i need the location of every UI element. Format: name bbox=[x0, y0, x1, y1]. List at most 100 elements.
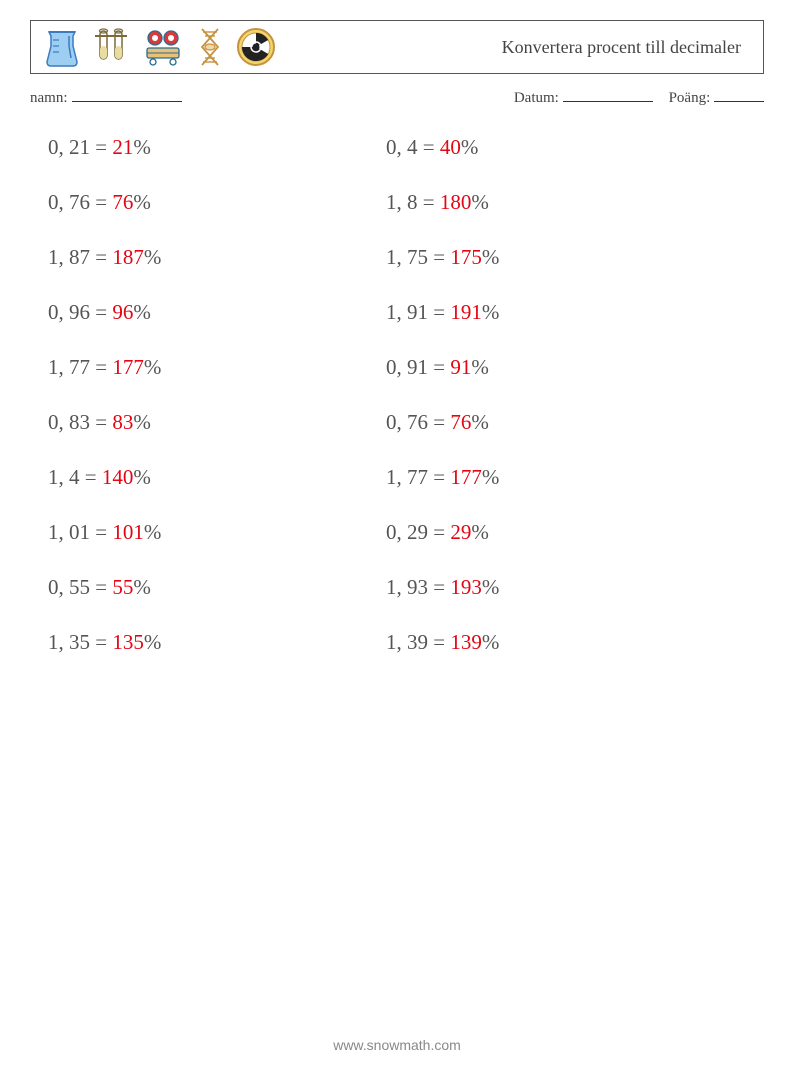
answer-value: 177 bbox=[112, 355, 144, 379]
equals-sign: = bbox=[90, 300, 112, 324]
date-label: Datum: bbox=[514, 90, 559, 106]
answer-value: 180 bbox=[440, 190, 472, 214]
percent-sign: % bbox=[482, 575, 500, 599]
equals-sign: = bbox=[428, 465, 450, 489]
percent-sign: % bbox=[461, 135, 479, 159]
decimal-value: 1, 75 bbox=[386, 245, 428, 269]
percent-sign: % bbox=[133, 300, 151, 324]
equals-sign: = bbox=[428, 575, 450, 599]
score-group: Poäng: bbox=[669, 88, 764, 107]
equals-sign: = bbox=[418, 135, 440, 159]
percent-sign: % bbox=[471, 520, 489, 544]
worksheet-title: Konvertera procent till decimaler bbox=[502, 37, 751, 58]
decimal-value: 0, 96 bbox=[48, 300, 90, 324]
problem-left: 1, 4 = 140% bbox=[48, 465, 386, 490]
answer-value: 21 bbox=[112, 135, 133, 159]
answer-value: 96 bbox=[112, 300, 133, 324]
problem-right: 1, 93 = 193% bbox=[386, 575, 764, 600]
equals-sign: = bbox=[90, 190, 112, 214]
decimal-value: 1, 35 bbox=[48, 630, 90, 654]
date-score-group: Datum: Poäng: bbox=[514, 88, 764, 107]
answer-value: 177 bbox=[450, 465, 482, 489]
answer-value: 91 bbox=[450, 355, 471, 379]
answer-value: 29 bbox=[450, 520, 471, 544]
percent-sign: % bbox=[471, 410, 489, 434]
date-group: Datum: bbox=[514, 88, 653, 107]
percent-sign: % bbox=[144, 630, 162, 654]
problem-right: 1, 91 = 191% bbox=[386, 300, 764, 325]
decimal-value: 1, 77 bbox=[48, 355, 90, 379]
problem-left: 1, 77 = 177% bbox=[48, 355, 386, 380]
percent-sign: % bbox=[482, 465, 500, 489]
name-label: namn: bbox=[30, 90, 68, 107]
decimal-value: 1, 93 bbox=[386, 575, 428, 599]
equals-sign: = bbox=[90, 575, 112, 599]
equals-sign: = bbox=[428, 300, 450, 324]
score-label: Poäng: bbox=[669, 90, 711, 106]
percent-sign: % bbox=[133, 410, 151, 434]
equals-sign: = bbox=[90, 135, 112, 159]
equals-sign: = bbox=[428, 245, 450, 269]
problems-grid: 0, 21 = 21%0, 4 = 40%0, 76 = 76%1, 8 = 1… bbox=[48, 135, 764, 655]
radiation-icon bbox=[235, 26, 277, 68]
decimal-value: 1, 01 bbox=[48, 520, 90, 544]
answer-value: 40 bbox=[440, 135, 461, 159]
percent-sign: % bbox=[133, 575, 151, 599]
answer-value: 76 bbox=[450, 410, 471, 434]
beaker-icon bbox=[43, 26, 81, 68]
problem-left: 0, 96 = 96% bbox=[48, 300, 386, 325]
equals-sign: = bbox=[90, 630, 112, 654]
problem-left: 0, 76 = 76% bbox=[48, 190, 386, 215]
score-underline bbox=[714, 88, 764, 102]
equals-sign: = bbox=[90, 520, 112, 544]
equals-sign: = bbox=[428, 520, 450, 544]
answer-value: 139 bbox=[450, 630, 482, 654]
answer-value: 140 bbox=[102, 465, 134, 489]
problem-right: 1, 8 = 180% bbox=[386, 190, 764, 215]
percent-sign: % bbox=[144, 245, 162, 269]
answer-value: 175 bbox=[450, 245, 482, 269]
icons-row bbox=[43, 26, 277, 68]
percent-sign: % bbox=[133, 135, 151, 159]
problem-right: 0, 91 = 91% bbox=[386, 355, 764, 380]
equals-sign: = bbox=[428, 410, 450, 434]
decimal-value: 1, 77 bbox=[386, 465, 428, 489]
answer-value: 76 bbox=[112, 190, 133, 214]
answer-value: 191 bbox=[450, 300, 482, 324]
equals-sign: = bbox=[90, 410, 112, 434]
problem-left: 0, 83 = 83% bbox=[48, 410, 386, 435]
decimal-value: 0, 76 bbox=[48, 190, 90, 214]
equals-sign: = bbox=[428, 355, 450, 379]
decimal-value: 0, 76 bbox=[386, 410, 428, 434]
decimal-value: 0, 91 bbox=[386, 355, 428, 379]
percent-sign: % bbox=[471, 190, 489, 214]
percent-sign: % bbox=[144, 520, 162, 544]
decimal-value: 0, 29 bbox=[386, 520, 428, 544]
header-box: Konvertera procent till decimaler bbox=[30, 20, 764, 74]
test-tubes-icon bbox=[91, 26, 131, 68]
problem-left: 1, 01 = 101% bbox=[48, 520, 386, 545]
answer-value: 135 bbox=[112, 630, 144, 654]
percent-sign: % bbox=[482, 245, 500, 269]
problem-right: 0, 29 = 29% bbox=[386, 520, 764, 545]
decimal-value: 1, 91 bbox=[386, 300, 428, 324]
equals-sign: = bbox=[90, 245, 112, 269]
decimal-value: 0, 4 bbox=[386, 135, 418, 159]
decimal-value: 1, 39 bbox=[386, 630, 428, 654]
equals-sign: = bbox=[90, 355, 112, 379]
percent-sign: % bbox=[471, 355, 489, 379]
dna-icon bbox=[195, 26, 225, 68]
equals-sign: = bbox=[418, 190, 440, 214]
percent-sign: % bbox=[133, 190, 151, 214]
percent-sign: % bbox=[133, 465, 151, 489]
problem-right: 0, 76 = 76% bbox=[386, 410, 764, 435]
percent-sign: % bbox=[144, 355, 162, 379]
problem-right: 1, 39 = 139% bbox=[386, 630, 764, 655]
date-underline bbox=[563, 88, 653, 102]
problem-left: 0, 55 = 55% bbox=[48, 575, 386, 600]
footer-url: www.snowmath.com bbox=[0, 1037, 794, 1053]
problem-left: 1, 87 = 187% bbox=[48, 245, 386, 270]
problem-right: 1, 77 = 177% bbox=[386, 465, 764, 490]
lab-cart-icon bbox=[141, 26, 185, 68]
decimal-value: 0, 55 bbox=[48, 575, 90, 599]
